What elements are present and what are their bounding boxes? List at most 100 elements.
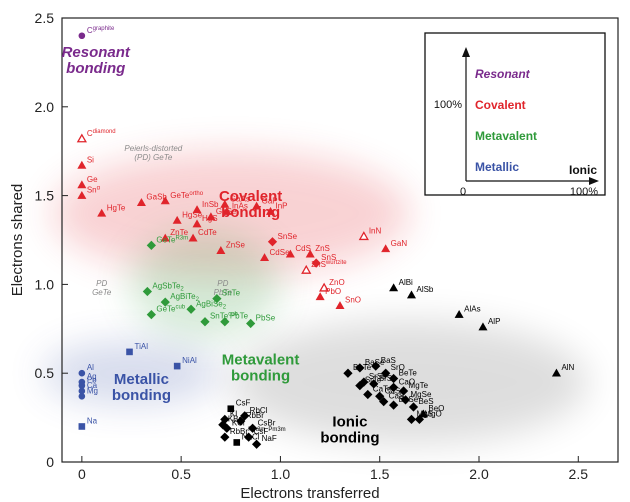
point-getecub	[146, 309, 156, 320]
point-label: Mg	[87, 386, 98, 395]
y-tick-label: 2.5	[35, 10, 55, 26]
point-label: CsBr	[258, 418, 276, 427]
point-label: GeSe	[216, 207, 237, 216]
inset-item-resonant: Resonant	[475, 67, 531, 81]
region-label-covalent-bonding: Covalent bonding	[219, 188, 282, 221]
point-label: AlBi	[399, 278, 413, 287]
point-gasb	[136, 198, 146, 207]
inset-x-arrow	[589, 177, 599, 185]
point-aln	[551, 368, 561, 377]
region-cloud-ionic-bonding	[230, 319, 589, 445]
point-alsb	[406, 290, 417, 299]
point-sn	[77, 190, 87, 199]
point-label: RbBr	[246, 411, 265, 420]
point-label: RbCl	[250, 406, 268, 415]
inset-y-label: 100%	[434, 99, 462, 111]
point-label: GaP	[262, 196, 278, 205]
point-case	[375, 391, 385, 401]
point-label: RbBrPm3m	[230, 427, 266, 436]
region-label-resonant-bonding: Resonant bonding	[62, 44, 131, 77]
point-label: AlP	[488, 317, 500, 326]
point-label: AlAs	[464, 305, 480, 314]
y-tick-label: 2.0	[35, 99, 55, 115]
point-label: AgSbTe2	[152, 282, 184, 293]
point-pbo	[315, 292, 325, 301]
point-label: AlSb	[416, 285, 433, 294]
y-tick-label: 1.5	[35, 188, 55, 204]
point-label: PbSe	[256, 313, 276, 322]
point-label: SnS	[321, 253, 336, 262]
point-label: MgTe	[409, 381, 429, 390]
point-label: SrSe	[369, 372, 387, 381]
point-cate	[363, 389, 373, 400]
point-label: Cdiamond	[87, 129, 116, 138]
point-label: SnTe	[222, 289, 241, 298]
point-label: BeO	[428, 404, 444, 413]
point-albi	[389, 283, 399, 292]
data-points: Cgraphite Cdiamond Si Ge Snα HgTe GaSb GeTeorth…	[76, 26, 575, 449]
point-csbr	[248, 423, 258, 433]
inset-item-metavalent: Metavalent	[475, 129, 537, 143]
point-bes	[408, 402, 419, 412]
point-nial	[173, 362, 181, 370]
x-tick-label: 1.0	[271, 466, 291, 482]
point-geter3m	[146, 240, 156, 250]
point-label: InAs	[232, 202, 248, 211]
point-label: BeTe	[399, 369, 418, 378]
point-label: CsF	[236, 399, 251, 408]
point-agbise2	[186, 304, 196, 314]
y-tick-label: 0	[46, 454, 54, 470]
point-label: CaTe	[373, 385, 392, 394]
region-clouds	[42, 151, 589, 445]
plot-frame	[61, 17, 619, 463]
inset-frame	[424, 32, 606, 196]
point-label: InP	[276, 202, 288, 211]
point-label: GaAs	[230, 194, 250, 203]
point-bas	[371, 361, 381, 371]
point-label: ZnTe	[170, 228, 188, 237]
point-srs	[369, 379, 379, 389]
x-axis-title: Electrons transferred	[240, 485, 379, 502]
point-rbcl	[240, 411, 250, 421]
point-label: BaS	[381, 356, 396, 365]
point-inp	[265, 206, 276, 215]
point-label: SrTe	[365, 376, 382, 385]
point-label: Ca	[87, 381, 98, 390]
point-si	[77, 160, 87, 169]
inset-x-origin: 0	[460, 186, 466, 198]
point-gan	[381, 244, 391, 253]
point-label: AlN	[561, 363, 574, 372]
point-label: PbTe	[230, 312, 249, 321]
point-sns	[311, 258, 321, 268]
point-base	[355, 363, 365, 373]
point-cao	[388, 382, 399, 393]
point-label: NaCl	[242, 432, 260, 441]
notes: Peierls-distorted (PD) GeTe PD GeTe PD PbTe	[92, 144, 233, 297]
point-cas	[379, 396, 389, 407]
note-pd-gete: PD GeTe	[92, 279, 112, 297]
point-label: CaS	[389, 392, 405, 401]
point-label: CsFPm3m	[254, 427, 286, 436]
x-tick-label: 0.5	[171, 466, 191, 482]
inset-y-arrow	[462, 47, 470, 57]
point-csf	[227, 405, 235, 413]
point-label: CdS	[295, 244, 311, 253]
point-label: SnSe	[277, 232, 297, 241]
point-alp	[478, 322, 488, 331]
x-tick-label: 1.5	[370, 466, 390, 482]
point-label: InN	[369, 226, 382, 235]
point-label: NaF	[262, 434, 277, 443]
point-znte	[160, 233, 170, 242]
point-label: GeTeR3m	[156, 235, 188, 244]
inset-item-covalent: Covalent	[475, 98, 526, 112]
point-cdse	[260, 253, 270, 262]
point-label: KCl	[232, 418, 245, 427]
point-label: ZnS	[315, 244, 330, 253]
region-cloud-metavalent-bonding	[129, 231, 281, 338]
x-tick-label: 2.5	[569, 466, 589, 482]
point-gese	[206, 212, 216, 221]
point-hgs	[192, 219, 202, 228]
point-inn	[358, 231, 369, 241]
inset-legend: 100% 0 100% Ionic Resonant Covalent Metavalent…	[424, 32, 606, 198]
